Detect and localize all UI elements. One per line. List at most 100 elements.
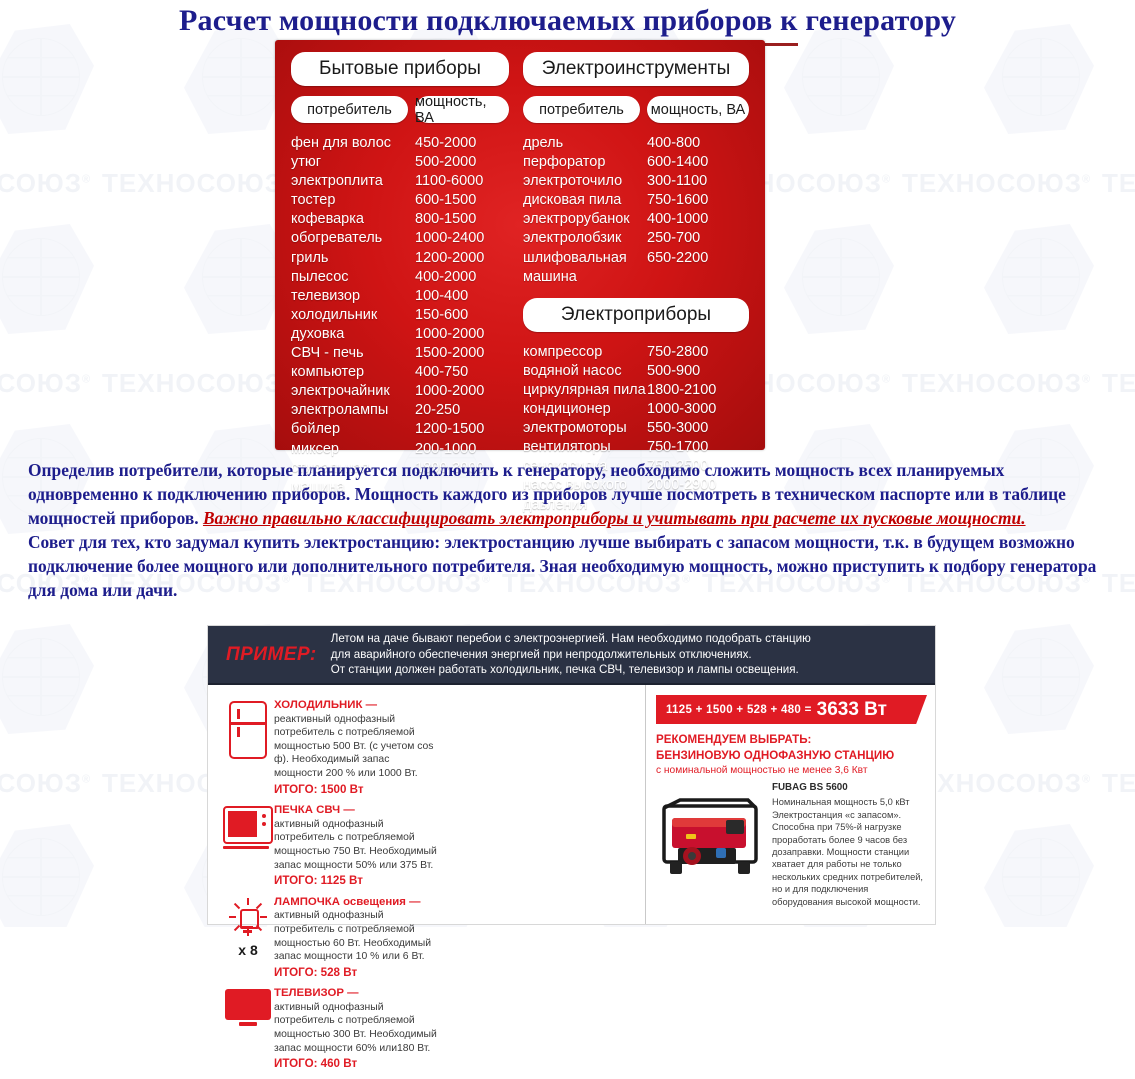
table-row: дрель 400-800: [523, 134, 749, 153]
globe-logo-icon: [202, 38, 280, 116]
category-pill-household: Бытовые приборы: [291, 52, 509, 86]
table-row: кофеварка 800-1500: [291, 210, 509, 229]
globe-logo-icon: [1002, 38, 1080, 116]
table-cell-power: 600-1400: [647, 154, 709, 171]
table-cell-power: 300-1100: [647, 173, 708, 190]
globe-logo-icon: [2, 238, 80, 316]
table-cell-power: 1000-2000: [415, 383, 485, 400]
table-cell-consumer: компрессор: [523, 343, 603, 360]
appliance-icon-wrap: [222, 699, 274, 796]
table-row: духовка 1000-2000: [291, 325, 509, 344]
appliance-text: ХОЛОДИЛЬНИК — реактивный однофазный потре…: [274, 699, 440, 796]
appliance-card: ХОЛОДИЛЬНИК — реактивный однофазный потре…: [222, 699, 440, 796]
watermark-hex: [0, 624, 94, 734]
generator-image-svg: [662, 798, 758, 874]
table-row: СВЧ - печь 1500-2000: [291, 344, 509, 363]
table-cell-consumer: утюг: [291, 154, 322, 171]
table-cell-power: 150-600: [415, 306, 469, 323]
table-row: электролобзик 250-700: [523, 229, 749, 248]
table-row: шлифовальная машина 650-2200: [523, 249, 749, 287]
table-row: гриль 1200-2000: [291, 249, 509, 268]
globe-logo-icon: [2, 638, 80, 716]
appliance-description: активный однофазный потребитель с потреб…: [274, 1001, 437, 1054]
globe-logo-icon: [2, 38, 80, 116]
example-header-line-2: для аварийного обеспечения энергией при …: [330, 647, 752, 661]
appliance-description: реактивный однофазный потребитель с потр…: [274, 713, 434, 779]
table-row: фен для волос 450-2000: [291, 134, 509, 153]
paragraph-1: Определив потребители, которые планирует…: [28, 458, 1110, 530]
example-header-line-3: От станции должен работать холодильник, …: [330, 663, 799, 677]
sum-total: 3633 Вт: [816, 698, 887, 720]
table-cell-consumer: водяной насос: [523, 362, 622, 379]
table-cell-power: 400-750: [415, 364, 469, 381]
table-row: перфоратор 600-1400: [523, 153, 749, 172]
header-consumer-tools: потребитель: [523, 96, 640, 123]
table-cell-consumer: обогреватель: [291, 230, 383, 247]
table-cell-consumer: миксер: [291, 440, 339, 457]
watermark-text: ТЕХНОСОЮЗ®: [0, 368, 92, 398]
microwave-icon: [223, 806, 273, 850]
appliance-title: ХОЛОДИЛЬНИК —: [274, 699, 377, 711]
page-title: Расчет мощности подключаемых приборов к …: [178, 4, 957, 37]
globe-logo-icon: [202, 238, 280, 316]
watermark-text: ТЕХНОСОЮЗ®: [102, 368, 290, 398]
table-cell-power: 400-1000: [647, 211, 709, 228]
appliance-text: ПЕЧКА СВЧ — активный однофазный потребите…: [274, 804, 440, 888]
table-cell-consumer: электроплита: [291, 173, 383, 190]
table-row: холодильник 150-600: [291, 306, 509, 325]
appliance-total: ИТОГО: 1125 Вт: [274, 874, 363, 888]
table-cell-consumer: тостер: [291, 192, 336, 209]
appliance-card: ТЕЛЕВИЗОР — активный однофазный потребите…: [222, 987, 440, 1071]
generator-description: Номинальная мощность 5,0 кВт Электростан…: [772, 797, 924, 907]
table-cell-power: 1500-2000: [415, 345, 485, 362]
table-row: дисковая пила 750-1600: [523, 191, 749, 210]
watermark-text: ТЕХНОСОЮЗ®: [1102, 768, 1135, 798]
sum-expression: 1125 + 1500 + 528 + 480 =: [666, 703, 812, 716]
table-cell-power: 550-3000: [647, 420, 709, 437]
watermark-text: ТЕХНОСОЮЗ®: [1102, 168, 1135, 198]
header-power-household: мощность, ВА: [415, 94, 509, 126]
appliance-title: ЛАМПОЧКА освещения —: [274, 895, 421, 908]
appliance-title: ПЕЧКА СВЧ —: [274, 804, 355, 817]
table-cell-consumer: бойлер: [291, 421, 341, 438]
table-cell-power: 1000-2000: [415, 325, 485, 342]
table-cell-power: 1800-2100: [647, 381, 717, 398]
watermark-hex: [984, 624, 1094, 734]
watermark-text: ТЕХНОСОЮЗ®: [0, 168, 92, 198]
watermark-text: ТЕХНОСОЮЗ®: [902, 168, 1092, 198]
appliance-total: ИТОГО: 528 Вт: [274, 965, 358, 979]
table-cell-consumer: телевизор: [291, 287, 361, 304]
table-cell-power: 1200-1500: [415, 421, 485, 438]
table-row: утюг 500-2000: [291, 153, 509, 172]
header-power-tools: мощность, ВА: [647, 96, 749, 123]
example-header-line-1: Летом на даче бывают перебои с электроэн…: [330, 632, 811, 646]
table-cell-power: 500-2000: [415, 154, 477, 171]
generator-row: FUBAG BS 5600 Номинальная мощность 5,0 к…: [656, 782, 927, 908]
example-infographic: ПРИМЕР: Летом на даче бывают перебои с э…: [207, 625, 936, 1070]
table-cell-consumer: холодильник: [291, 306, 378, 323]
table-row: циркулярная пила 1800-2100: [523, 381, 749, 400]
table-row: водяной насос 500-900: [523, 362, 749, 381]
paragraph-1-emphasis: Важно правильно классифицировать электро…: [202, 508, 1026, 528]
sum-banner: 1125 + 1500 + 528 + 480 = 3633 Вт: [656, 695, 927, 724]
table-cell-power: 650-2200: [647, 249, 709, 266]
table-cell-power: 100-400: [415, 287, 469, 304]
table-rows-household: фен для волос 450-2000 утюг 500-2000 электро…: [291, 134, 509, 497]
table-row: бойлер 1200-1500: [291, 420, 509, 439]
table-row: электрорубанок 400-1000: [523, 210, 749, 229]
appliance-card: x 8 ЛАМПОЧКА освещения — активный однофазн…: [222, 896, 440, 980]
body-text-block: Определив потребители, которые планирует…: [28, 458, 1110, 602]
watermark-tile: ТЕХНОСОЮЗ®: [902, 760, 1135, 927]
appliance-icon-wrap: [222, 804, 274, 888]
globe-logo-icon: [1002, 638, 1080, 716]
globe-logo-icon: [1002, 238, 1080, 316]
table-cell-power: 800-1500: [415, 211, 477, 228]
table-cell-consumer: вентиляторы: [523, 439, 611, 456]
table-cell-consumer: электролобзик: [523, 230, 622, 247]
table-cell-consumer: электрорубанок: [523, 211, 630, 228]
table-cell-consumer: электрочайник: [291, 383, 390, 400]
recommendation-line-3: с номинальной мощностью не менее 3,6 Квт: [656, 765, 868, 776]
appliance-total: ИТОГО: 1500 Вт: [274, 782, 364, 796]
appliance-list: ХОЛОДИЛЬНИК — реактивный однофазный потре…: [208, 685, 645, 1070]
